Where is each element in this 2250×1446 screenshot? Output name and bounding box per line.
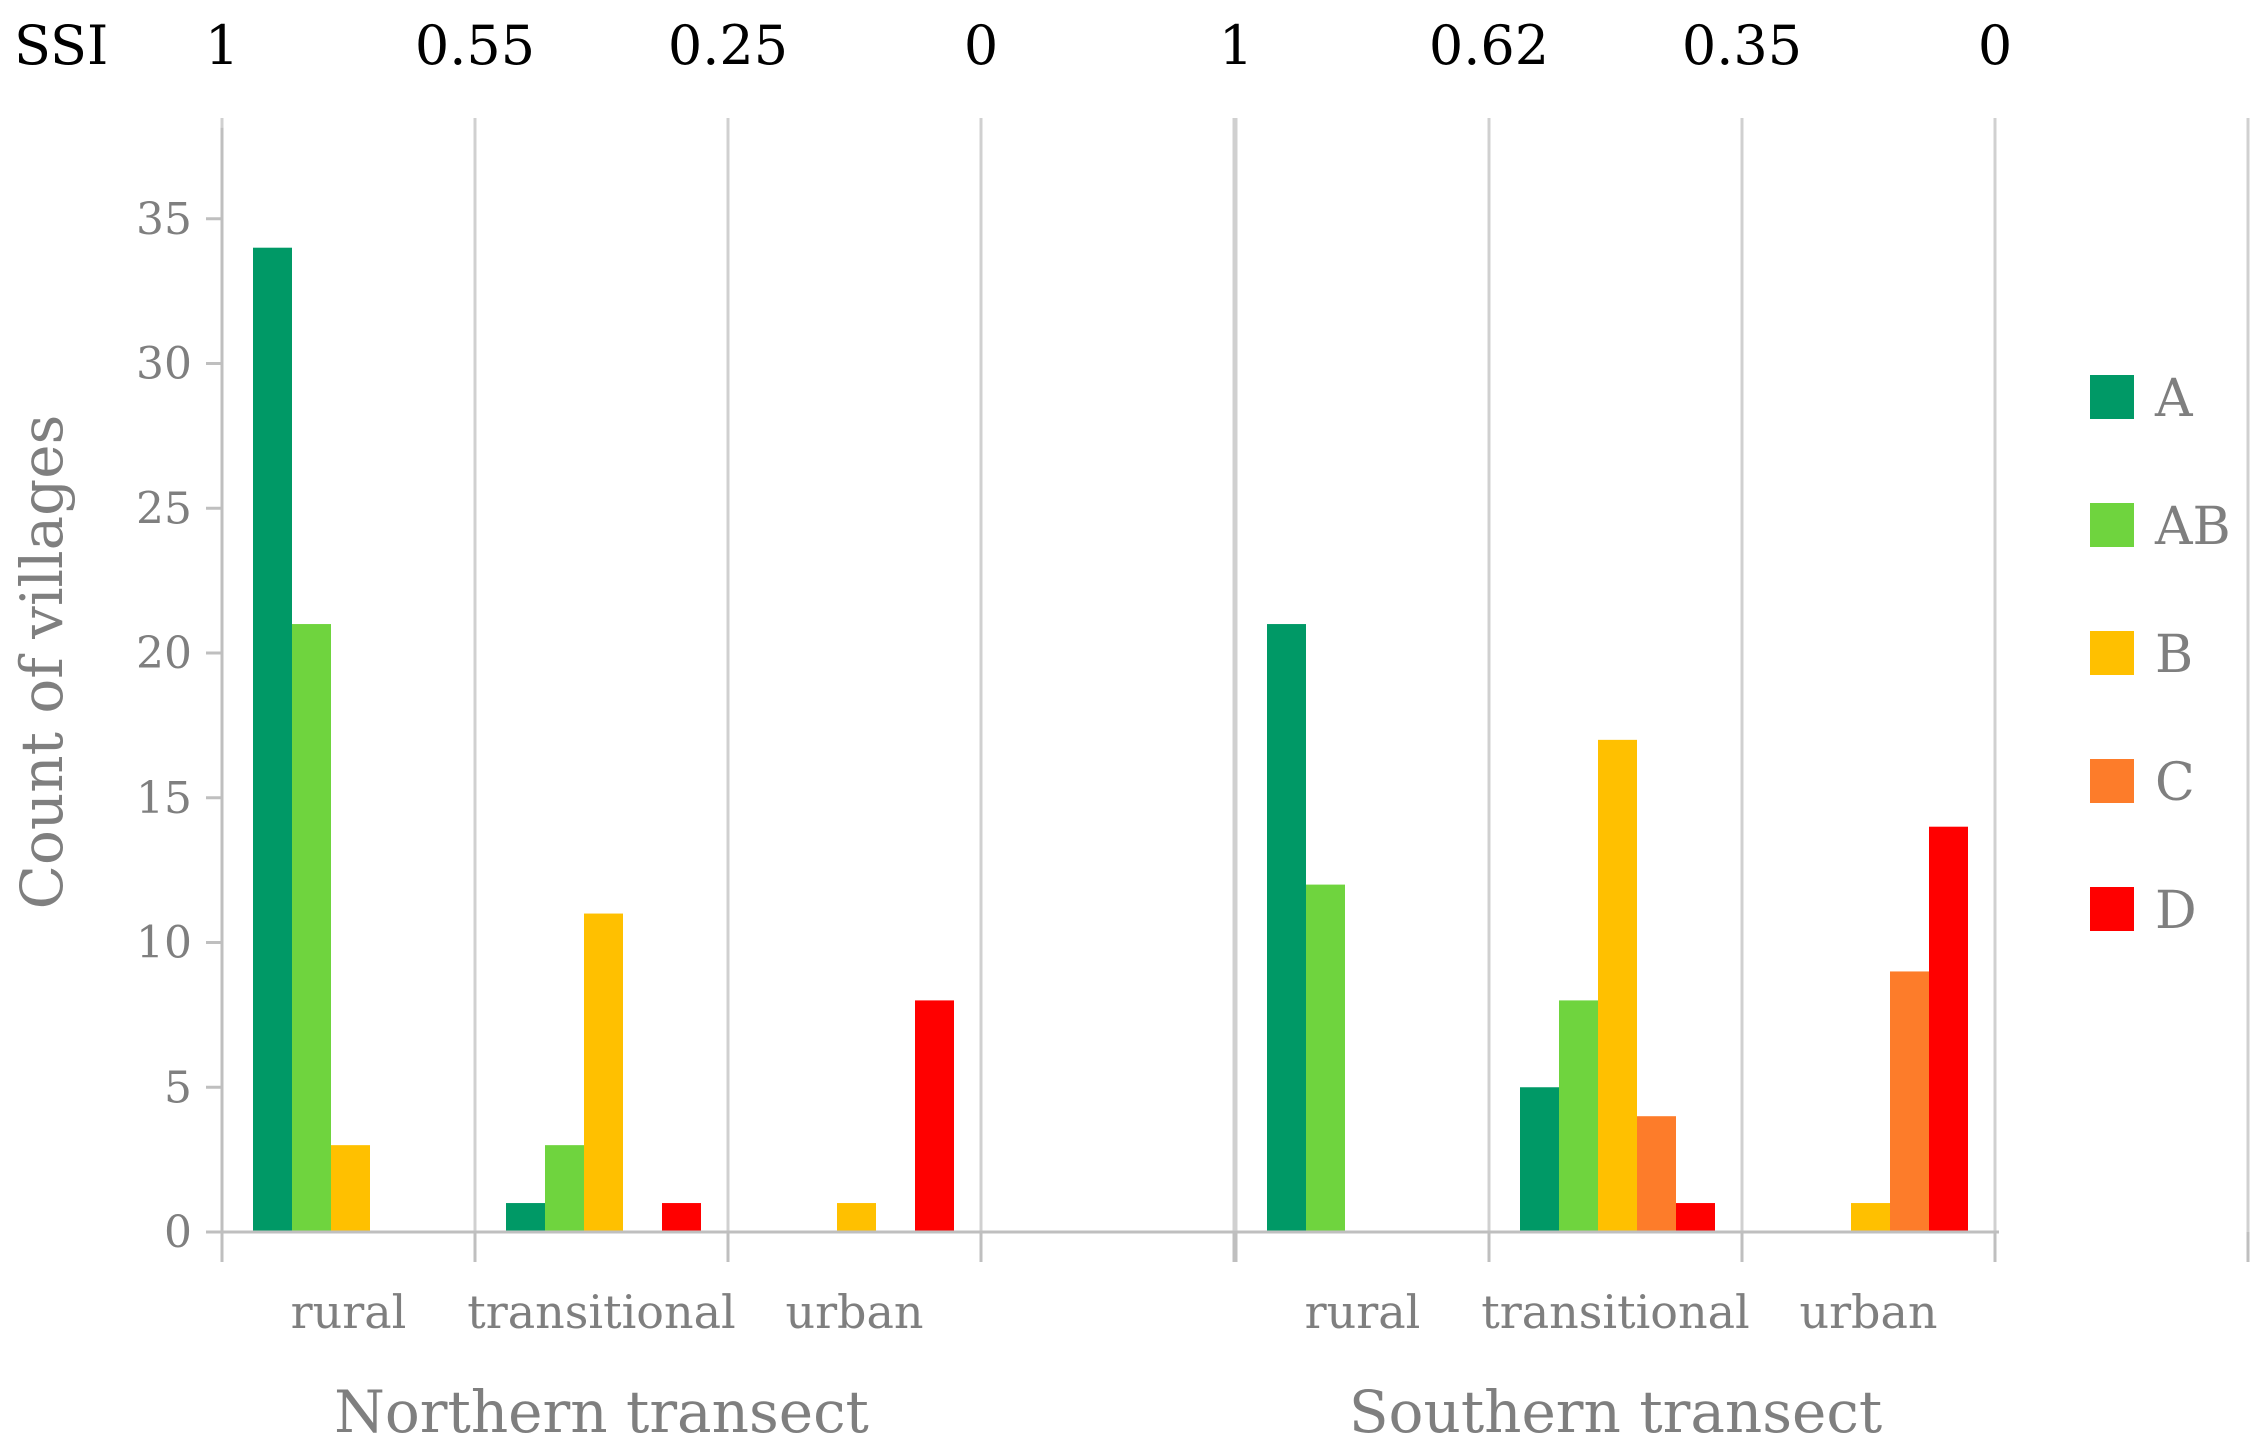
ssi-tick-label: 1: [205, 14, 239, 77]
legend-label: D: [2155, 881, 2197, 941]
y-axis-title: Count of villages: [8, 415, 76, 910]
bar-b: [331, 1145, 370, 1232]
bar-ab: [1559, 1000, 1598, 1232]
legend-label: B: [2155, 625, 2193, 685]
bar-a: [506, 1203, 545, 1232]
bar-a: [1520, 1087, 1559, 1232]
bar-ab: [292, 624, 331, 1232]
legend-label: C: [2155, 753, 2195, 813]
y-tick-label: 35: [136, 194, 192, 245]
legend-swatch-c: [2090, 759, 2134, 803]
category-label: transitional: [467, 1285, 736, 1339]
bar-d: [662, 1203, 701, 1232]
legend-label: AB: [2154, 497, 2231, 557]
y-tick-label: 20: [136, 628, 192, 679]
category-label: rural: [291, 1285, 407, 1339]
legend-swatch-a: [2090, 375, 2134, 419]
ssi-tick-label: 0.62: [1429, 14, 1549, 77]
bar-c: [1890, 971, 1929, 1232]
bar-d: [1929, 826, 1968, 1232]
ssi-tick-label: 0: [964, 14, 998, 77]
bar-c: [1637, 1116, 1676, 1232]
group-label: Southern transect: [1349, 1378, 1882, 1446]
category-label: rural: [1305, 1285, 1421, 1339]
category-label: urban: [785, 1285, 923, 1339]
legend-swatch-b: [2090, 631, 2134, 675]
y-tick-label: 5: [164, 1062, 192, 1113]
bar-d: [915, 1000, 954, 1232]
bar-b: [1598, 739, 1637, 1232]
y-tick-label: 30: [136, 339, 192, 390]
bar-a: [1267, 624, 1306, 1232]
ssi-label: SSI: [14, 14, 108, 77]
y-tick-label: 15: [136, 773, 192, 824]
legend-label: A: [2154, 369, 2194, 429]
category-label: urban: [1799, 1285, 1937, 1339]
y-tick-label: 0: [164, 1207, 192, 1258]
ssi-tick-label: 0: [1978, 14, 2012, 77]
bar-b: [837, 1203, 876, 1232]
bar-b: [584, 913, 623, 1232]
category-label: transitional: [1481, 1285, 1750, 1339]
bar-a: [253, 247, 292, 1232]
y-tick-label: 10: [136, 918, 192, 969]
y-tick-label: 25: [136, 483, 192, 534]
bar-b: [1851, 1203, 1890, 1232]
group-label: Northern transect: [334, 1378, 869, 1446]
legend-swatch-d: [2090, 887, 2134, 931]
legend-swatch-ab: [2090, 503, 2134, 547]
ssi-tick-label: 0.35: [1682, 14, 1802, 77]
ssi-tick-label: 0.25: [668, 14, 788, 77]
bar-d: [1676, 1203, 1715, 1232]
bar-ab: [545, 1145, 584, 1232]
ssi-tick-label: 0.55: [415, 14, 535, 77]
bar-ab: [1306, 884, 1345, 1232]
ssi-tick-label: 1: [1219, 14, 1253, 77]
